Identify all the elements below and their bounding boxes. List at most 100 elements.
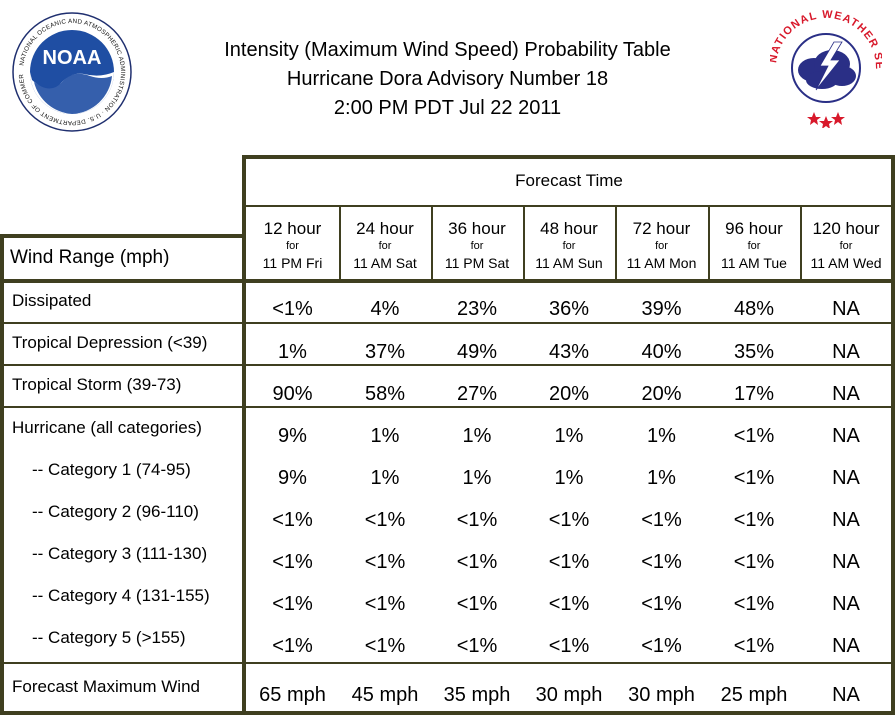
- table-cell: <1%: [641, 635, 682, 657]
- column-hour-label: 120 hour: [812, 219, 880, 238]
- table-cell: <1%: [733, 551, 775, 573]
- row-separator: [0, 662, 895, 664]
- table-cell: 40%: [641, 341, 682, 363]
- table-cell: 1%: [370, 425, 400, 447]
- table-cell: <1%: [733, 635, 775, 657]
- table-cell: <1%: [548, 509, 590, 531]
- table-cell: NA: [832, 551, 860, 573]
- column-when-label: 11 AM Sun: [535, 255, 603, 271]
- row-label: Tropical Depression (<39): [12, 333, 208, 352]
- table-cell: 49%: [456, 341, 498, 363]
- page-title: Intensity (Maximum Wind Speed) Probabili…: [0, 36, 895, 123]
- column-for-label: for: [286, 240, 299, 252]
- table-left-border: [0, 234, 4, 712]
- column-separator: [431, 206, 433, 281]
- row-label: -- Category 5 (>155): [32, 628, 186, 647]
- table-cell: <1%: [272, 509, 313, 531]
- forecast-time-header: Forecast Time: [515, 171, 623, 190]
- table-cell: NA: [832, 635, 860, 657]
- column-separator: [708, 206, 710, 281]
- row-label: -- Category 1 (74-95): [32, 460, 191, 479]
- table-cell: 1%: [647, 425, 676, 447]
- svg-text:NOAA: NOAA: [43, 47, 102, 69]
- table-cell: 30 mph: [628, 684, 695, 706]
- table-cell: NA: [832, 425, 860, 447]
- row-separator: [0, 364, 895, 366]
- header-left-border: [242, 155, 246, 712]
- table-top-border: [242, 155, 895, 159]
- column-when-label: 11 PM Fri: [262, 255, 323, 271]
- table-cell: 90%: [272, 383, 313, 405]
- table-cell: <1%: [641, 551, 682, 573]
- table-cell: NA: [832, 298, 860, 320]
- title-line-2: Hurricane Dora Advisory Number 18: [286, 68, 609, 90]
- table-cell: 25 mph: [720, 684, 788, 706]
- table-cell: NA: [832, 383, 860, 405]
- table-cell: <1%: [456, 593, 498, 615]
- table-cell: <1%: [733, 593, 775, 615]
- table-cell: <1%: [641, 593, 682, 615]
- column-hour-label: 96 hour: [725, 219, 783, 238]
- table-cell: 1%: [278, 341, 307, 363]
- column-hour-label: 12 hour: [263, 219, 322, 238]
- title-line-3: 2:00 PM PDT Jul 22 2011: [333, 97, 562, 119]
- column-hour-label: 36 hour: [448, 219, 506, 238]
- column-hour-label: 24 hour: [356, 219, 414, 238]
- column-for-label: for: [655, 240, 668, 252]
- table-cell: 27%: [456, 383, 498, 405]
- table-cell: 23%: [456, 298, 498, 320]
- table-cell: 45 mph: [351, 684, 419, 706]
- column-for-label: for: [378, 240, 392, 252]
- table-cell: 4%: [370, 298, 400, 320]
- wind-range-top-border: [0, 234, 246, 238]
- title-line-1: Intensity (Maximum Wind Speed) Probabili…: [224, 39, 671, 61]
- row-separator: [0, 406, 895, 408]
- table-cell: <1%: [641, 509, 682, 531]
- table-cell: <1%: [364, 551, 406, 573]
- row-separator: [0, 322, 895, 324]
- table-cell: 65 mph: [259, 684, 326, 706]
- table-bottom-border: [0, 711, 895, 715]
- table-cell: <1%: [733, 425, 775, 447]
- table-cell: <1%: [456, 635, 498, 657]
- table-cell: <1%: [548, 635, 590, 657]
- table-cell: <1%: [548, 593, 590, 615]
- row-label: Hurricane (all categories): [12, 418, 202, 437]
- table-cell: 39%: [641, 298, 682, 320]
- table-cell: NA: [832, 684, 860, 706]
- table-cell: NA: [832, 593, 860, 615]
- forecast-time-underline: [242, 205, 895, 207]
- column-when-label: 11 AM Sat: [353, 255, 417, 271]
- column-when-label: 11 AM Wed: [810, 255, 882, 271]
- wind-range-header: Wind Range (mph): [10, 247, 170, 268]
- table-cell: 35 mph: [443, 684, 511, 706]
- column-when-label: 11 PM Sat: [444, 255, 510, 271]
- row-label: -- Category 4 (131-155): [32, 586, 210, 605]
- noaa-logo: NATIONAL OCEANIC AND ATMOSPHERIC ADMINIS…: [12, 12, 132, 132]
- table-cell: 35%: [733, 341, 775, 363]
- column-separator: [523, 206, 525, 281]
- table-cell: <1%: [364, 593, 406, 615]
- table-cell: <1%: [364, 509, 406, 531]
- column-separator: [615, 206, 617, 281]
- column-when-label: 11 AM Tue: [721, 255, 787, 271]
- header-bottom-border: [0, 279, 895, 283]
- table-cell: 36%: [548, 298, 590, 320]
- table-cell: 20%: [548, 383, 590, 405]
- table-cell: 9%: [278, 467, 307, 489]
- table-cell: 20%: [641, 383, 682, 405]
- table-right-border: [891, 155, 895, 712]
- row-label: Dissipated: [12, 291, 92, 310]
- nws-logo: NATIONAL WEATHER SERVICE: [770, 8, 882, 128]
- table-cell: 30 mph: [535, 684, 603, 706]
- table-cell: 1%: [554, 467, 584, 489]
- table-cell: 1%: [647, 467, 676, 489]
- column-separator: [339, 206, 341, 281]
- table-cell: 9%: [278, 425, 307, 447]
- table-cell: 1%: [462, 425, 492, 447]
- table-cell: <1%: [364, 635, 406, 657]
- table-cell: <1%: [272, 551, 313, 573]
- table-cell: NA: [832, 509, 860, 531]
- row-label: Forecast Maximum Wind: [12, 677, 200, 696]
- row-label: Tropical Storm (39-73): [12, 375, 182, 394]
